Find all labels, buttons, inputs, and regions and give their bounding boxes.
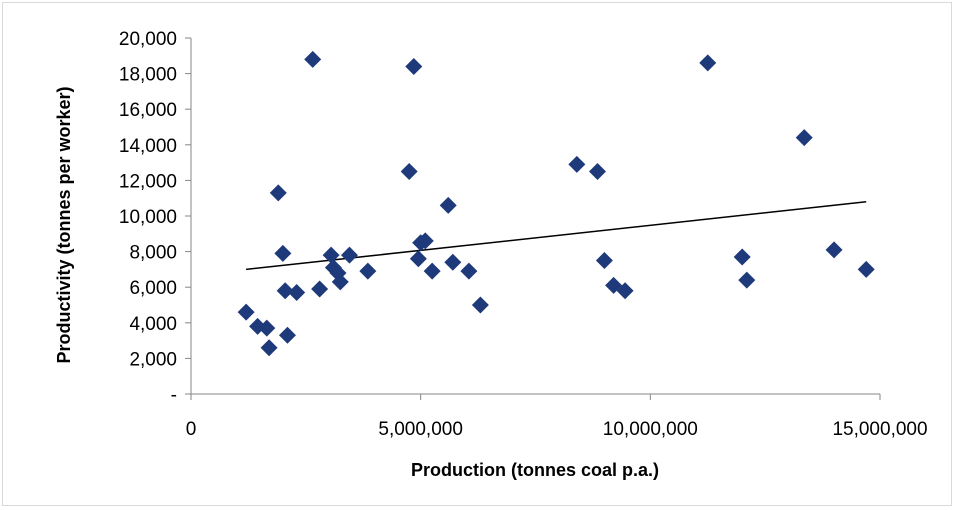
- data-point: [795, 129, 813, 147]
- tick-labels: - 2,000 4,000 6,000 8,000 10,000 12,000 14,000 1…: [119, 29, 928, 440]
- y-tick-label: 6,000: [129, 278, 177, 299]
- data-point: [857, 260, 875, 278]
- data-point: [269, 184, 287, 202]
- data-point: [568, 155, 586, 173]
- data-point: [825, 241, 843, 259]
- data-point: [322, 246, 340, 264]
- data-point: [423, 262, 441, 280]
- data-point: [460, 262, 478, 280]
- data-point: [288, 284, 306, 302]
- data-point: [278, 326, 296, 344]
- y-tick-label: 8,000: [129, 243, 177, 264]
- data-point: [311, 280, 329, 298]
- data-point: [409, 250, 427, 268]
- data-point: [276, 282, 294, 300]
- data-point: [439, 196, 457, 214]
- data-point: [416, 232, 434, 250]
- data-point: [237, 303, 255, 321]
- y-tick-label: -: [171, 385, 177, 406]
- x-tick-label: 10,000,000: [603, 419, 698, 440]
- trendline-group: [246, 201, 867, 271]
- data-point: [733, 248, 751, 266]
- data-point: [331, 273, 349, 291]
- data-point: [258, 319, 276, 337]
- trendline: [246, 201, 867, 271]
- data-points: [237, 50, 875, 357]
- y-tick-label: 16,000: [119, 100, 177, 121]
- data-point: [340, 246, 358, 264]
- y-tick-label: 18,000: [119, 65, 177, 86]
- y-tick-label: 14,000: [119, 136, 177, 157]
- y-tick-label: 12,000: [119, 171, 177, 192]
- data-point: [304, 50, 322, 68]
- y-tick-label: 10,000: [119, 207, 177, 228]
- data-point: [405, 57, 423, 75]
- y-axis-title: Productivity (tonnes per worker): [54, 86, 74, 363]
- data-point: [471, 296, 489, 314]
- data-point: [616, 282, 634, 300]
- x-axis-title: Production (tonnes coal p.a.): [411, 460, 659, 480]
- data-point: [444, 253, 462, 271]
- axes: [185, 37, 881, 400]
- data-point: [589, 163, 607, 180]
- x-tick-label: 0: [186, 419, 197, 440]
- x-tick-label: 15,000,000: [832, 419, 927, 440]
- data-point: [738, 271, 756, 289]
- data-point: [359, 262, 377, 280]
- data-point: [260, 339, 278, 357]
- data-point: [274, 244, 292, 262]
- data-point: [699, 54, 717, 72]
- data-point: [595, 252, 613, 269]
- y-tick-label: 2,000: [129, 349, 177, 370]
- data-point: [400, 163, 418, 180]
- y-tick-label: 20,000: [119, 29, 177, 50]
- x-tick-label: 5,000,000: [378, 419, 463, 440]
- y-tick-label: 4,000: [129, 314, 177, 335]
